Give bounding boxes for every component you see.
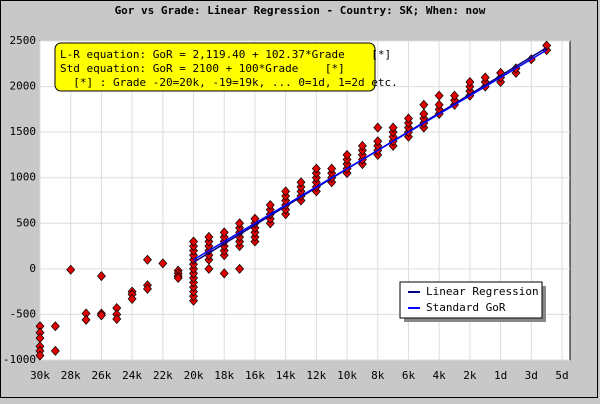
x-tick-label: 22k — [153, 369, 173, 382]
x-tick-label: 30k — [30, 369, 50, 382]
data-point — [296, 177, 306, 188]
annotation: Std equation: GoR = 2100 + 100*Grade [*] — [60, 62, 345, 75]
data-point — [542, 40, 552, 51]
annotation-box — [54, 42, 376, 92]
x-tick-label: 6k — [402, 369, 416, 382]
data-point — [434, 90, 444, 101]
data-point — [357, 140, 367, 151]
data-point — [96, 271, 106, 282]
data-point — [327, 163, 337, 174]
data-point — [265, 200, 275, 211]
x-tick-label: 3d — [525, 369, 538, 382]
annotation: L-R equation: GoR = 2,119.40 + 102.37*Gr… — [60, 48, 391, 61]
data-point — [96, 310, 106, 321]
x-tick-label: 18k — [214, 369, 234, 382]
data-point — [419, 99, 429, 110]
x-tick-label: 4k — [433, 369, 447, 382]
y-tick-label: 500 — [16, 216, 36, 229]
data-point — [127, 293, 137, 304]
data-point — [480, 72, 490, 83]
data-point — [204, 231, 214, 242]
data-point — [311, 163, 321, 174]
y-tick-label: -1000 — [3, 353, 36, 366]
y-tick-label: 1000 — [10, 171, 37, 184]
data-point — [450, 90, 459, 101]
data-point — [81, 314, 91, 325]
data-point — [143, 283, 152, 294]
data-point — [434, 99, 444, 110]
data-point — [219, 268, 229, 279]
data-point — [66, 264, 76, 275]
x-tick-label: 2k — [463, 369, 477, 382]
data-point — [35, 350, 45, 361]
data-point — [219, 227, 229, 238]
data-point — [342, 149, 352, 160]
data-point — [50, 345, 60, 356]
data-point — [404, 113, 413, 124]
x-tick-label: 26k — [91, 369, 111, 382]
data-point — [465, 76, 475, 88]
data-point — [173, 272, 183, 283]
x-tick-label: 1d — [494, 369, 507, 382]
chart-title: Gor vs Grade: Linear Regression - Countr… — [115, 4, 486, 17]
y-tick-label: 1500 — [10, 125, 37, 138]
legend-label: Standard GoR — [426, 301, 506, 314]
data-point — [388, 122, 398, 133]
x-tick-label: 12k — [306, 369, 326, 382]
x-tick-label: 20k — [184, 369, 204, 382]
legend-box — [399, 281, 543, 319]
data-point — [143, 254, 152, 265]
data-point — [373, 122, 383, 133]
data-point — [235, 218, 245, 229]
y-tick-label: 2500 — [10, 34, 37, 47]
data-point — [158, 258, 168, 269]
data-point — [189, 236, 198, 247]
data-point — [50, 321, 60, 332]
line — [193, 49, 548, 261]
y-tick-label: -500 — [10, 307, 37, 320]
y-tick-label: 2000 — [10, 80, 37, 93]
annotation: [*] : Grade -20=20k, -19=19k, ... 0=1d, … — [60, 76, 398, 89]
data-point — [281, 186, 291, 197]
x-tick-label: 24k — [122, 369, 142, 382]
data-point — [373, 136, 383, 147]
data-point — [235, 263, 245, 274]
x-tick-label: 16k — [245, 369, 265, 382]
x-tick-label: 28k — [61, 369, 81, 382]
data-point — [204, 263, 214, 274]
x-tick-label: 8k — [371, 369, 385, 382]
x-tick-label: 10k — [337, 369, 357, 382]
x-tick-label: 5d — [555, 369, 568, 382]
data-point — [419, 108, 429, 119]
data-point — [112, 313, 122, 325]
legend-label: Linear Regression — [426, 285, 539, 298]
x-tick-label: 14k — [276, 369, 296, 382]
y-tick-label: 0 — [29, 262, 36, 275]
